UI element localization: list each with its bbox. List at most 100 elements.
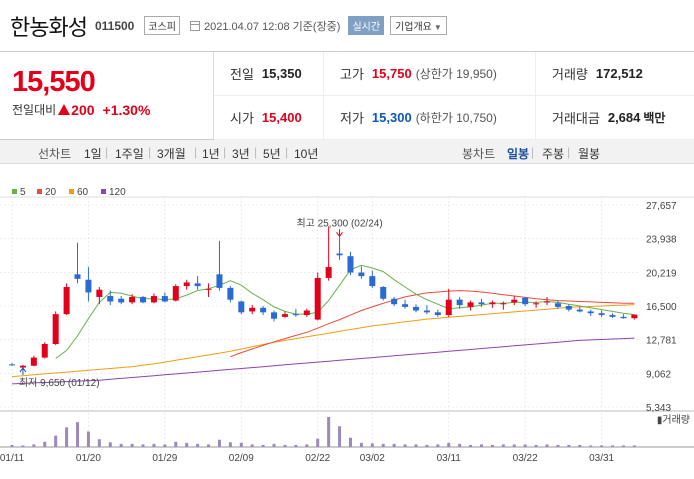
candle-daily[interactable]: 일봉 [507, 147, 530, 161]
volume-bar [611, 445, 615, 447]
high-cell: 고가 15,750 (상한가 19,950) [323, 52, 535, 96]
amount-unit: 백만 [643, 111, 666, 125]
volume-bar [141, 444, 145, 447]
period-3m[interactable]: 3개월 [157, 147, 186, 161]
candle-body [325, 267, 332, 278]
candle-body [260, 307, 267, 313]
change-percent: +1.30% [102, 101, 151, 118]
legend-item-20: 20 [45, 187, 57, 198]
ma120-line [11, 337, 635, 385]
company-info-dropdown[interactable]: 기업개요 ▼ [390, 16, 447, 35]
volume-bar [327, 417, 331, 447]
volume-label: 거래량 [552, 67, 588, 82]
candle-weekly[interactable]: 주봉 [542, 147, 565, 161]
high-label: 고가 [340, 67, 364, 82]
candle-body [118, 298, 125, 303]
candle-body [336, 253, 343, 256]
volume-bar [600, 445, 604, 447]
candle-body [183, 282, 190, 287]
candle-body [129, 296, 136, 303]
candle-body [314, 277, 321, 320]
candle-body [598, 313, 605, 316]
period-1d[interactable]: 1일 [84, 147, 102, 161]
upper-limit: (상한가 19,950) [415, 67, 497, 81]
volume-bar [86, 431, 90, 447]
ma20-line [230, 290, 635, 358]
volume-bar [239, 442, 243, 447]
candle-body [303, 310, 310, 316]
candle-body [271, 312, 278, 319]
period-1y[interactable]: 1년 [202, 147, 220, 161]
volume-bar [348, 437, 352, 447]
separator: | [223, 145, 227, 159]
volume-bar [272, 443, 276, 447]
candle-body [96, 289, 103, 297]
candle-body [281, 314, 288, 317]
volume-bar [32, 444, 36, 447]
price-chart[interactable]: 5 20 60 120 27,657 23,938 20,219 16,500 12,781 9,… [0, 165, 694, 479]
period-10y[interactable]: 10년 [294, 147, 319, 161]
low-annotation: 최저 9,650 (01/12) [19, 377, 100, 389]
legend-swatch [101, 189, 106, 194]
candle-body [544, 301, 551, 303]
y-tick-label: 16,500 [646, 302, 677, 313]
candle-body [434, 312, 441, 316]
volume-bar [578, 444, 582, 447]
volume-bar [414, 444, 418, 447]
volume-bar [523, 444, 527, 447]
volume-bar [163, 444, 167, 447]
legend-swatch [37, 189, 42, 194]
stock-name: 한농화성 [10, 14, 88, 40]
candle-body [620, 316, 627, 319]
volume-bar [217, 439, 221, 447]
separator: | [567, 145, 571, 159]
volume-bar [403, 444, 407, 447]
candle-body [511, 299, 518, 303]
candle-body [347, 256, 354, 273]
high-arrow-head [336, 231, 343, 238]
candle-body [227, 287, 234, 300]
volume-bar [425, 444, 429, 447]
volume-bar [283, 444, 287, 447]
company-info-label: 기업개요 [395, 22, 432, 33]
candle-body [216, 274, 223, 288]
legend-item-60: 60 [77, 187, 89, 198]
chevron-down-icon: ▼ [433, 23, 442, 32]
volume-bar [589, 445, 593, 447]
volume-bar [261, 444, 265, 447]
candle-body [161, 296, 168, 302]
candle-body [445, 299, 452, 316]
volume-bar [76, 422, 80, 447]
period-1w[interactable]: 1주일 [115, 147, 144, 161]
volume-bar [479, 444, 483, 447]
candle-body [631, 314, 638, 319]
stock-header: 한농화성 011500 코스피 2021.04.07 12:08 기준(장중) … [0, 0, 694, 52]
volume-bar [130, 443, 134, 447]
period-5y[interactable]: 5년 [263, 147, 281, 161]
candle-body [140, 296, 147, 303]
realtime-button[interactable]: 실시간 [348, 16, 385, 35]
volume-bar [338, 426, 342, 447]
volume-bar [381, 443, 385, 447]
candle-body [63, 286, 70, 315]
candle-body [522, 297, 529, 305]
volume-bar [359, 442, 363, 447]
volume-bar [621, 445, 625, 447]
stock-code: 011500 [94, 18, 135, 33]
y-tick-label: 20,219 [646, 268, 677, 279]
candle-monthly[interactable]: 월봉 [578, 147, 601, 161]
period-3y[interactable]: 3년 [232, 147, 250, 161]
volume-bar [534, 444, 538, 447]
volume-bar [119, 443, 123, 447]
market-badge: 코스피 [144, 16, 180, 35]
low-label: 저가 [340, 111, 364, 126]
volume-bar [458, 443, 462, 447]
quote-panel: 15,550 전일대비 200 +1.30% 전일 15,350 고가 15,750… [0, 52, 694, 140]
volume-bar [250, 444, 254, 447]
candle-body [423, 310, 430, 313]
volume-bar [196, 443, 200, 447]
volume-bar [97, 439, 101, 447]
x-tick-label: 01/20 [76, 453, 101, 464]
candle-body [533, 303, 540, 305]
legend-swatch [69, 189, 74, 194]
